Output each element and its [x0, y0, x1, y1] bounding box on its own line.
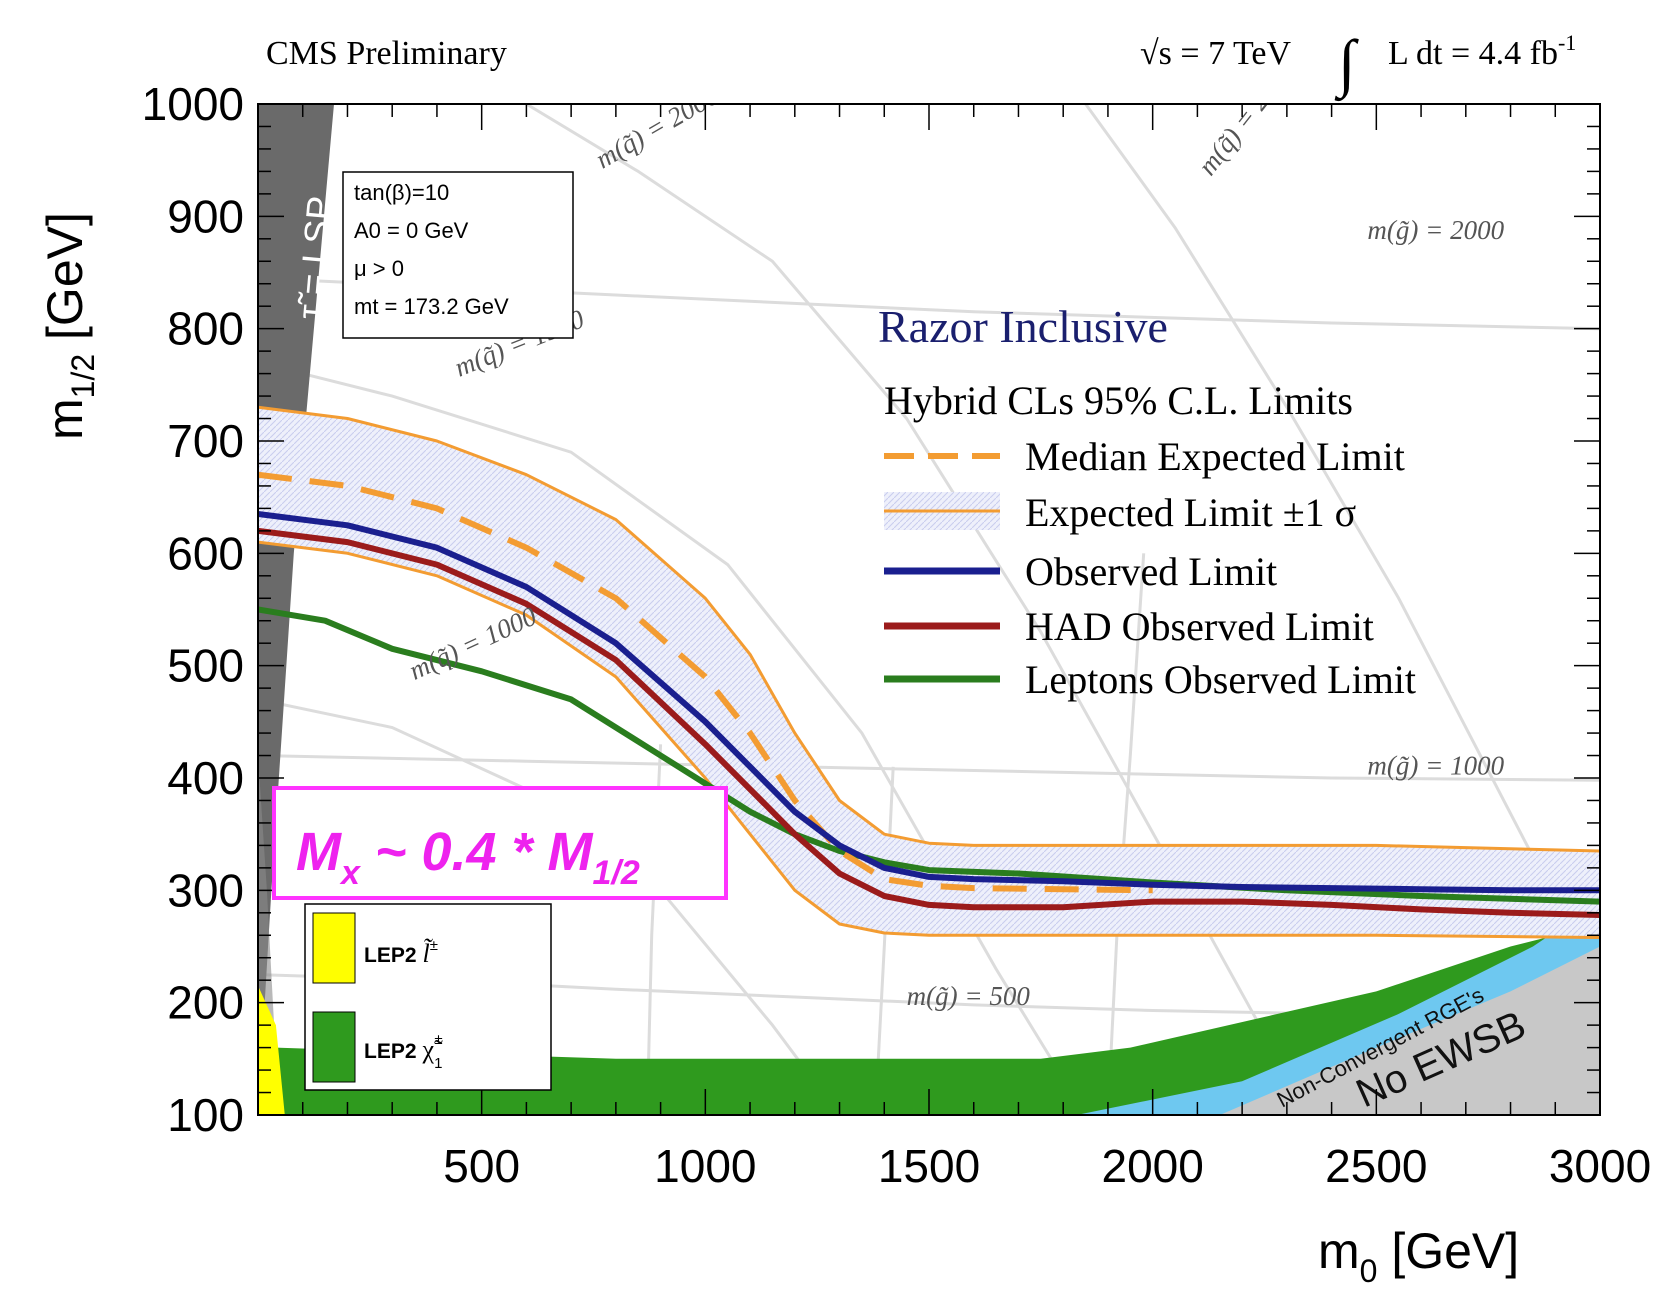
expected-band: [258, 407, 1600, 938]
y-tick-label: 700: [167, 415, 244, 467]
series-line-had: [258, 527, 1600, 918]
y-tick-label: 200: [167, 977, 244, 1029]
mass-contour-line: [258, 754, 1600, 782]
x-tick-label: 500: [443, 1140, 520, 1192]
y-tick-label: 400: [167, 752, 244, 804]
lep2-slepton-region: [258, 985, 285, 1115]
integral-sign: ∫: [1334, 27, 1359, 102]
lep2-slepton-text: LEP2: [364, 944, 417, 967]
y-axis-title-unit: [GeV]: [37, 212, 93, 354]
mass-contour-label: m(q̃) = 2000: [590, 80, 724, 175]
header-lumi-exponent: -1: [1558, 30, 1576, 55]
header-left: CMS Preliminary: [266, 35, 507, 72]
legend-label-observed: Observed Limit: [1025, 549, 1277, 594]
lep2-slepton-charge: ±: [430, 937, 438, 954]
legend-label-median: Median Expected Limit: [1025, 434, 1405, 479]
y-axis-title: m1/2 [GeV]: [37, 212, 101, 440]
lep2-slepton-swatch: [312, 912, 356, 984]
header-energy: √s = 7 TeV: [1140, 35, 1291, 72]
y-tick-label: 100: [167, 1089, 244, 1141]
x-axis-title-sub: 0: [1360, 1253, 1378, 1289]
y-tick-label: 900: [167, 190, 244, 242]
params-box: tan(β)=10 A0 = 0 GeV μ > 0 mt = 173.2 Ge…: [342, 171, 574, 339]
annotation-sub1: x: [339, 854, 362, 892]
mass-contour-label: m(q̃) = 1000: [404, 601, 541, 686]
x-axis-title-main: m: [1318, 1223, 1360, 1279]
y-tick-label: 800: [167, 303, 244, 355]
lep2-chargino-charge: ±: [434, 1031, 442, 1048]
x-axis-title: m0 [GeV]: [1318, 1223, 1519, 1289]
lep2-chargino-sub: 1: [434, 1055, 442, 1072]
mass-contour-label: m(q̃) = 2500: [1192, 54, 1300, 181]
stau-lsp-region: [258, 104, 334, 1115]
lep2-chargino-text: LEP2: [364, 1040, 417, 1063]
legend-subtitle: Hybrid CLs 95% C.L. Limits: [884, 378, 1353, 423]
lep2-slepton-symbol: l̃: [423, 939, 434, 968]
annotation-mid: ~ 0.4 * M: [360, 822, 594, 882]
legend-label-leptons: Leptons Observed Limit: [1025, 657, 1416, 702]
lep2-box: LEP2 l̃± LEP2 χ̃1±: [304, 903, 552, 1091]
series-line-band_lower: [258, 540, 1600, 939]
mass-contour-label: m(g̃) = 1000: [1367, 751, 1504, 781]
y-axis-title-main: m: [37, 398, 93, 440]
y-axis-title-sub: 1/2: [65, 354, 101, 398]
legend-label-had: HAD Observed Limit: [1025, 604, 1374, 649]
series-line-observed: [258, 511, 1600, 894]
lep2-chargino-swatch: [312, 1011, 356, 1083]
x-tick-label: 2500: [1325, 1140, 1427, 1192]
lep2-chargino-region: [275, 924, 1600, 1115]
annotation-sub2: 1/2: [593, 854, 640, 892]
annotation-text: Mx ~ 0.4 * M1/2: [296, 822, 640, 892]
y-tick-label: 600: [167, 527, 244, 579]
header-lumi-text: L dt = 4.4 fb: [1388, 35, 1558, 72]
y-tick-label: 300: [167, 864, 244, 916]
mass-contour-label: m(g̃) = 2000: [1367, 215, 1504, 245]
legend-title: Razor Inclusive: [878, 301, 1168, 352]
x-tick-label: 1500: [878, 1140, 980, 1192]
legend-label-band: Expected Limit ±1 σ: [1025, 490, 1356, 535]
series-line-band_upper: [258, 405, 1600, 853]
x-tick-label: 3000: [1549, 1140, 1651, 1192]
param-mu: μ > 0: [354, 256, 404, 281]
lep2-slepton-label: LEP2 l̃±: [364, 937, 438, 968]
y-tick-label: 1000: [142, 78, 244, 130]
mass-relation-annotation: Mx ~ 0.4 * M1/2: [272, 786, 728, 900]
annotation-m1: M: [296, 822, 342, 882]
legend: Razor Inclusive Hybrid CLs 95% C.L. Limi…: [878, 301, 1416, 702]
mass-contour-label: m(g̃) = 500: [907, 981, 1031, 1011]
header-lumi: L dt = 4.4 fb-1: [1388, 30, 1576, 72]
x-tick-label: 1000: [654, 1140, 756, 1192]
x-axis-title-unit: [GeV]: [1377, 1223, 1519, 1279]
lep2-chargino-label: LEP2 χ̃1±: [364, 1031, 443, 1072]
no-ewsb-region: [1219, 946, 1600, 1115]
series-line-median: [258, 471, 1153, 894]
x-tick-label: 2000: [1101, 1140, 1203, 1192]
param-a0: A0 = 0 GeV: [354, 218, 469, 243]
param-tanbeta: tan(β)=10: [354, 180, 449, 205]
mass-contour-line: [258, 360, 1087, 1115]
y-tick-label: 500: [167, 640, 244, 692]
param-mt: mt = 173.2 GeV: [354, 294, 509, 319]
